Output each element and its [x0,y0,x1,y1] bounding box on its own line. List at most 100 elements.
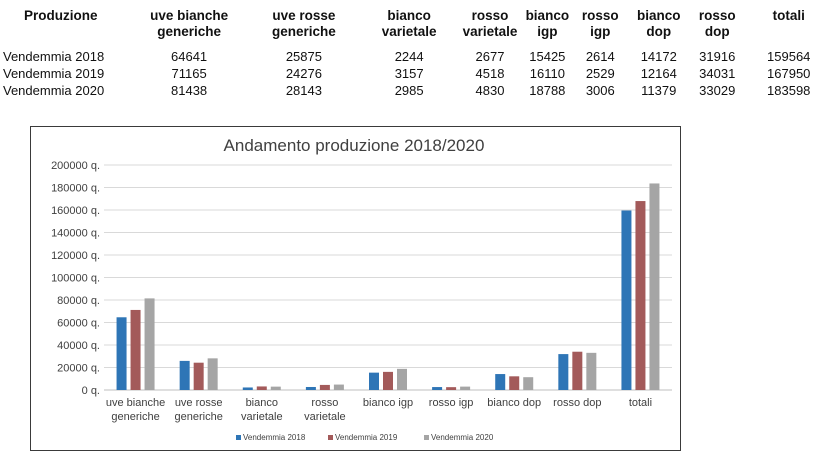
row-label: Vendemmia 2020 [3,83,105,98]
bar [397,368,407,390]
y-tick-label: 0 q. [82,385,100,397]
y-tick-label: 100000 q. [51,273,100,285]
bar [586,352,597,390]
row-label: Vendemmia 2018 [3,49,105,64]
bar [383,371,393,390]
table-cell: 2529 [585,66,615,81]
table-header-text: igp [590,24,611,39]
x-tick-label: bianco igp [363,397,413,409]
table-header-cell: Produzione [0,6,131,48]
table-row: Vendemmia 2020 81438 28143 2985 4830 18788 300… [0,82,832,99]
table-row: Vendemmia 2018 64641 25875 2244 2677 15425 261… [0,48,832,65]
bar [179,360,190,390]
legend-swatch [236,435,241,440]
y-tick-label: 60000 q. [57,318,100,330]
table-header-cell: totali [745,6,832,48]
table-cell: 3157 [394,66,424,81]
table-cell: 167950 [767,66,811,81]
bar [270,386,281,390]
table-body: Vendemmia 2018 64641 25875 2244 2677 15425 261… [0,48,832,99]
bar [509,376,520,390]
y-tick-label: 180000 q. [51,183,100,195]
y-tick-label: 80000 q. [57,295,100,307]
bar [446,387,457,390]
table-header-text: rosso [581,8,619,23]
production-chart: Andamento produzione 2018/2020 0 q. 20000 … [51,136,672,442]
table-cell: 4518 [475,66,505,81]
bar [558,354,569,390]
x-tick-label: uve bianche [106,397,165,409]
table-cell: 159564 [767,49,811,64]
table-cell: 2614 [585,49,615,64]
x-tick-label: bianco [246,397,278,409]
x-tick-label: bianco dop [487,397,541,409]
table-header-cell: uve bianche generiche [131,6,247,48]
bar [144,298,155,390]
table-cell: 2677 [475,49,505,64]
y-tick-label: 20000 q. [57,363,100,375]
table-cell: 71165 [171,66,207,81]
y-tick-label: 40000 q. [57,340,100,352]
legend-label: Vendemmia 2020 [431,433,494,442]
table-header-text: dop [646,24,672,39]
table-cell: 34031 [699,66,736,81]
table-cell: 28143 [285,83,322,98]
bar [635,201,646,390]
chart-title: Andamento produzione 2018/2020 [224,136,485,155]
table-header-cell: rosso igp [572,6,628,48]
table-header-row: Produzione uve bianche generiche uve rosse g… [0,6,832,48]
table-header-text: bianco [637,8,681,23]
x-tick-label: rosso dop [553,397,601,409]
table-cell: 12164 [640,66,677,81]
bar [621,210,632,390]
table-header-cell: rosso varietale [457,6,522,48]
bar [572,351,583,390]
table-header-cell: bianco dop [628,6,689,48]
table-header-text: igp [537,24,558,39]
legend-swatch [424,435,429,440]
table-header-text: varietale [462,24,518,39]
table-header-text: generiche [157,24,221,39]
bar [649,183,660,390]
bar [523,377,534,390]
table-cell: 24276 [285,66,322,81]
legend-swatch [328,435,333,440]
table-header-text: varietale [381,24,437,39]
table-header-text: rosso [698,8,736,23]
bar [207,358,218,390]
bar [369,372,379,390]
table-header-text: bianco [387,8,431,23]
table-cell: 11379 [641,83,677,98]
bar [242,387,253,390]
production-table: Produzione uve bianche generiche uve rosse g… [0,6,832,99]
table-header-text: bianco [525,8,570,23]
table-cell: 183598 [767,83,811,98]
table-cell: 4830 [475,83,505,98]
bar [319,384,330,390]
table-header-text: dop [704,24,730,39]
bar [116,317,127,390]
table-cell: 81438 [171,83,208,98]
table-cell: 14172 [640,49,677,64]
table-header-text: uve bianche [150,8,229,23]
y-tick-label: 200000 q. [51,160,100,172]
table-header-text: totali [772,8,805,23]
legend-label: Vendemmia 2018 [243,433,306,442]
bar [432,387,443,390]
table-cell: 15425 [529,49,566,64]
y-tick-label: 120000 q. [51,250,100,262]
y-tick-label: 160000 q. [51,205,100,217]
x-tick-label: totali [629,397,652,409]
bar [256,386,267,390]
bar [460,386,471,390]
bar [333,384,344,390]
bar [495,374,506,390]
table-header-cell: rosso dop [689,6,745,48]
table-header-cell: uve rosse generiche [247,6,361,48]
bar [130,309,141,390]
x-tick-label: rosso [311,397,338,409]
x-tick-label: generiche [175,411,223,423]
table-header-text: generiche [272,24,336,39]
x-tick-label: varietale [241,411,283,423]
x-tick-label: uve rosse [175,397,223,409]
